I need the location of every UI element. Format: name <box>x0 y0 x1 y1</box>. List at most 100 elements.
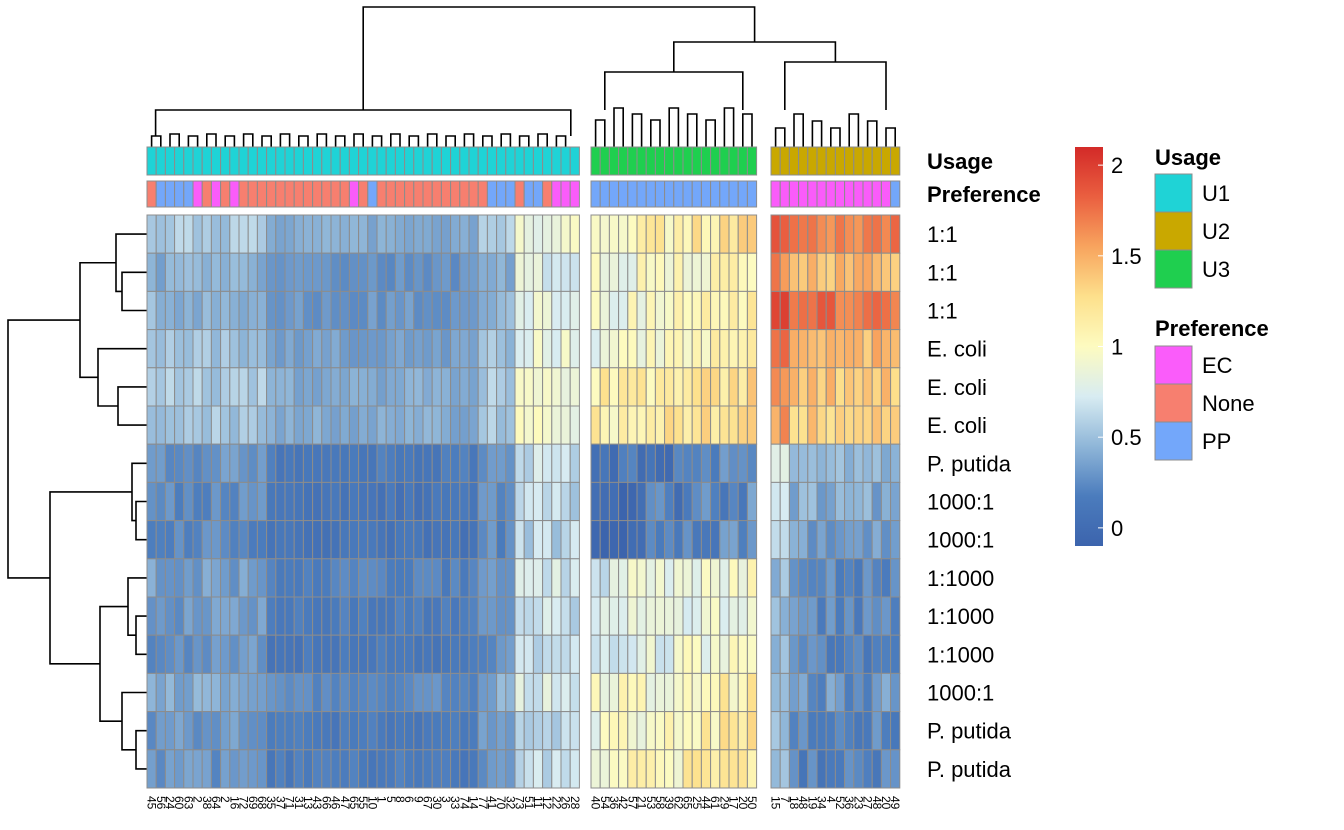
heatmap-cell <box>834 252 846 292</box>
heatmap-cell <box>719 711 730 751</box>
column-label: 16 <box>227 796 241 810</box>
heatmap-cell <box>890 290 901 331</box>
heatmap-cell <box>348 520 360 560</box>
row-label: P. putida <box>927 719 1012 744</box>
heatmap-cell <box>192 596 203 636</box>
heatmap-cell <box>330 214 341 254</box>
heatmap-cell <box>376 596 387 636</box>
heatmap-cell <box>788 443 800 483</box>
heatmap-cell <box>505 749 516 789</box>
heatmap-cell <box>210 252 222 292</box>
usage-cell <box>440 146 452 176</box>
heatmap-cell <box>691 443 702 483</box>
row-dendrogram-branch <box>97 347 147 407</box>
heatmap-cell <box>367 405 378 445</box>
heatmap-cell <box>367 634 378 674</box>
heatmap-cell <box>682 443 693 483</box>
heatmap-cell <box>608 558 620 598</box>
heatmap-cell <box>880 520 892 560</box>
heatmap-cell <box>146 634 157 674</box>
heatmap-cell <box>505 672 516 713</box>
heatmap-cell <box>514 558 525 598</box>
heatmap-cell <box>532 329 544 369</box>
heatmap-cell <box>183 520 194 560</box>
heatmap-cell <box>728 290 739 331</box>
heatmap-cell <box>636 405 647 445</box>
heatmap-cell <box>229 711 240 751</box>
heatmap-cell <box>737 711 748 751</box>
heatmap-cell <box>210 634 222 674</box>
heatmap-cell <box>192 558 203 598</box>
heatmap-cell <box>210 405 222 445</box>
heatmap-cell <box>505 558 516 598</box>
heatmap-cell <box>201 672 212 713</box>
heatmap-cell <box>266 634 277 674</box>
heatmap-cell <box>247 596 258 636</box>
heatmap-cell <box>551 405 562 445</box>
heatmap-cell <box>691 558 702 598</box>
heatmap-cell <box>486 443 498 483</box>
heatmap-cell <box>376 481 387 522</box>
column-label: 4 <box>824 796 838 803</box>
heatmap-cell <box>737 214 748 254</box>
usage-cell <box>358 146 369 176</box>
heatmap-cell <box>590 520 601 560</box>
heatmap-cell <box>339 252 350 292</box>
preference-cell <box>532 180 544 208</box>
heatmap-cell <box>514 749 525 789</box>
heatmap-cell <box>816 214 827 254</box>
preference-cell <box>569 180 580 208</box>
colorbar-tick-label: 1 <box>1111 335 1123 360</box>
heatmap-cell <box>816 481 827 522</box>
heatmap-cell <box>844 214 855 254</box>
heatmap-cell <box>590 290 601 331</box>
column-dendrogram-leaf-branch <box>774 127 786 147</box>
heatmap-cell <box>256 443 268 483</box>
heatmap-cell <box>330 290 341 331</box>
heatmap-cell <box>247 290 258 331</box>
heatmap-cell <box>523 558 534 598</box>
heatmap-cell <box>569 405 580 445</box>
heatmap-cell <box>532 558 544 598</box>
heatmap-cell <box>358 749 369 789</box>
heatmap-cell <box>608 367 620 407</box>
usage-cell <box>880 146 892 176</box>
heatmap-cell <box>569 596 580 636</box>
heatmap-cell <box>710 672 721 713</box>
heatmap-cell <box>560 443 571 483</box>
heatmap-cell <box>413 367 424 407</box>
preference-cell <box>807 180 818 208</box>
heatmap-cell <box>312 405 323 445</box>
heatmap-cell <box>164 214 176 254</box>
heatmap-cell <box>569 252 580 292</box>
heatmap-cell <box>229 558 240 598</box>
heatmap-cell <box>871 367 882 407</box>
heatmap-cell <box>505 634 516 674</box>
heatmap-cell <box>618 520 629 560</box>
heatmap-cell <box>376 672 387 713</box>
heatmap-cell <box>201 596 212 636</box>
row-dendrogram-leaf-branch <box>135 500 147 541</box>
heatmap-cell <box>654 252 666 292</box>
heatmap-cell <box>422 290 433 331</box>
heatmap-cell <box>293 214 304 254</box>
heatmap-cell <box>174 443 185 483</box>
heatmap-cell <box>183 634 194 674</box>
heatmap-cell <box>816 252 827 292</box>
heatmap-cell <box>339 443 350 483</box>
heatmap-cell <box>682 749 693 789</box>
heatmap-cell <box>183 443 194 483</box>
usage-cell <box>450 146 461 176</box>
heatmap-cell <box>339 711 350 751</box>
heatmap-cell <box>862 329 873 369</box>
heatmap-cell <box>413 329 424 369</box>
heatmap-cell <box>183 672 194 713</box>
heatmap-cell <box>779 672 790 713</box>
heatmap-cell <box>569 367 580 407</box>
heatmap-cell <box>238 252 249 292</box>
heatmap-cell <box>770 405 781 445</box>
heatmap-cell <box>798 405 809 445</box>
heatmap-cell <box>700 520 712 560</box>
heatmap-cell <box>788 214 800 254</box>
heatmap-cell <box>431 749 442 789</box>
